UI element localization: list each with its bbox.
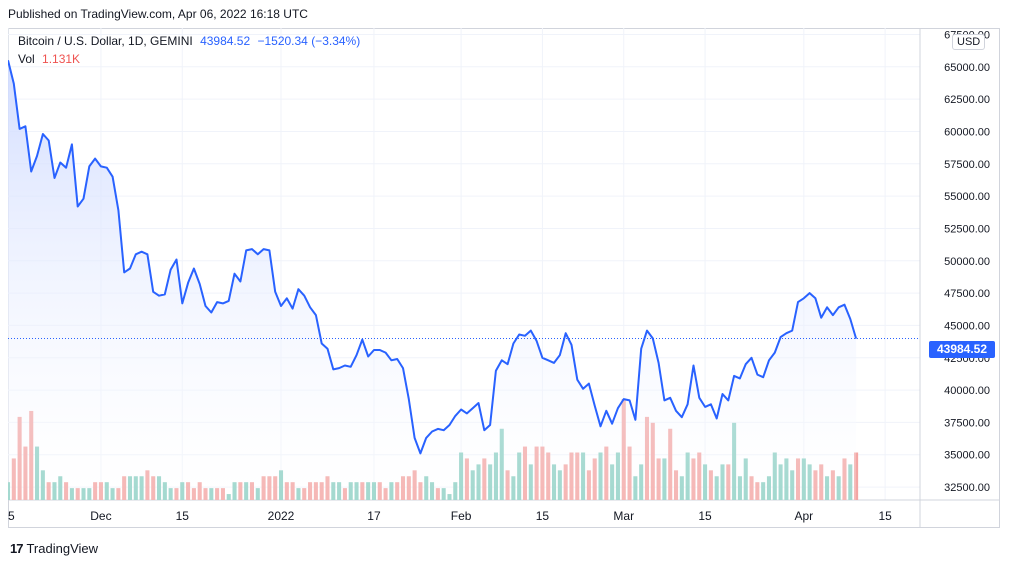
x-tick-label: Dec bbox=[90, 509, 111, 523]
y-tick-label: 57500.00 bbox=[944, 159, 990, 171]
price-chart[interactable]: 32500.0035000.0037500.0040000.0042500.00… bbox=[8, 28, 1000, 528]
y-tick-label: 62500.00 bbox=[944, 94, 990, 106]
x-tick-label: 2022 bbox=[268, 509, 295, 523]
volume-bar bbox=[854, 452, 859, 500]
x-tick-label: 15 bbox=[8, 509, 15, 523]
x-tick-label: 15 bbox=[536, 509, 550, 523]
legend-change: −1520.34 (−3.34%) bbox=[257, 34, 361, 48]
y-tick-label: 65000.00 bbox=[944, 62, 990, 74]
tradingview-logo-icon: 17 bbox=[10, 541, 24, 556]
y-tick-label: 35000.00 bbox=[944, 450, 990, 462]
x-tick-label: 17 bbox=[367, 509, 381, 523]
footer-brand-name: TradingView bbox=[26, 541, 99, 556]
legend-main: Bitcoin / U.S. Dollar, 1D, GEMINI 43984.… bbox=[18, 34, 364, 48]
price-area-fill bbox=[8, 60, 857, 501]
y-tick-label: 37500.00 bbox=[944, 417, 990, 429]
time-axis: 15 Dec 15 2022 17 Feb 15 Mar 15 Apr 15 bbox=[8, 509, 892, 523]
price-line bbox=[8, 60, 858, 455]
y-tick-label: 32500.00 bbox=[944, 482, 990, 494]
legend-price: 43984.52 bbox=[200, 34, 251, 48]
x-tick-label: Apr bbox=[794, 509, 813, 523]
currency-badge[interactable]: USD bbox=[952, 34, 986, 50]
published-header: Published on TradingView.com, Apr 06, 20… bbox=[8, 7, 308, 21]
x-tick-label: 15 bbox=[878, 509, 892, 523]
legend-symbol: Bitcoin / U.S. Dollar, 1D, GEMINI bbox=[18, 34, 193, 48]
x-tick-label: 15 bbox=[176, 509, 190, 523]
footer-brand[interactable]: 17 TradingView bbox=[10, 541, 98, 556]
x-tick-label: Feb bbox=[451, 509, 472, 523]
price-area-layer bbox=[8, 60, 920, 501]
y-tick-label: 60000.00 bbox=[944, 126, 990, 138]
y-tick-label: 55000.00 bbox=[944, 191, 990, 203]
legend-vol-value: 1.131K bbox=[42, 52, 81, 66]
x-tick-label: Mar bbox=[613, 509, 634, 523]
y-tick-label: 45000.00 bbox=[944, 320, 990, 332]
last-price-tag: 43984.52 bbox=[929, 341, 995, 358]
y-tick-label: 50000.00 bbox=[944, 256, 990, 268]
legend-volume: Vol 1.131K bbox=[18, 52, 84, 66]
y-tick-label: 40000.00 bbox=[944, 385, 990, 397]
x-tick-label: 15 bbox=[698, 509, 712, 523]
price-axis: 32500.0035000.0037500.0040000.0042500.00… bbox=[944, 29, 990, 494]
legend-vol-label: Vol bbox=[18, 52, 35, 66]
y-tick-label: 52500.00 bbox=[944, 223, 990, 235]
y-tick-label: 47500.00 bbox=[944, 288, 990, 300]
